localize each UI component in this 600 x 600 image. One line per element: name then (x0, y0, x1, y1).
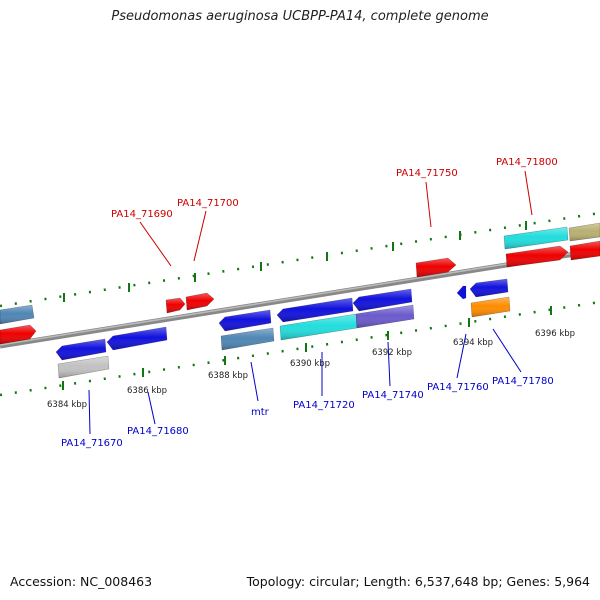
genome-title: Pseudomonas aeruginosa UCBPP-PA14, compl… (111, 9, 489, 24)
ruler-label: 6388 kbp (208, 371, 248, 381)
gene-label-pa14-71750: PA14_71750 (396, 168, 458, 179)
accession-text: Accession: NC_008463 (10, 574, 153, 589)
genome-backbone (0, 247, 600, 349)
ruler-labels: 6384 kbp 6386 kbp 6388 kbp 6390 kbp 6392… (47, 329, 575, 410)
lower-major-ticks (62, 306, 552, 390)
gene-label-mtr: mtr (251, 407, 270, 418)
gene-blue-reverse-6[interactable] (456, 285, 467, 300)
gene-features (0, 222, 600, 379)
gene-label-pa14-71680: PA14_71680 (127, 426, 189, 437)
upper-major-ticks (63, 221, 527, 302)
reverse-leaders (88, 328, 522, 435)
ruler-label: 6390 kbp (290, 359, 330, 369)
gene-label-pa14-71700: PA14_71700 (177, 198, 239, 209)
reverse-gene-labels: PA14_71670 PA14_71680 mtr PA14_71720 PA1… (61, 376, 554, 449)
forward-gene-labels: PA14_71690 PA14_71700 PA14_71750 PA14_71… (111, 157, 558, 220)
ruler-label: 6384 kbp (47, 400, 87, 410)
gene-label-pa14-71760: PA14_71760 (427, 382, 489, 393)
forward-leaders (139, 170, 533, 267)
gene-label-pa14-71690: PA14_71690 (111, 209, 173, 220)
gene-label-pa14-71670: PA14_71670 (61, 438, 123, 449)
ruler-label: 6396 kbp (535, 329, 575, 339)
gene-label-pa14-71800: PA14_71800 (496, 157, 558, 168)
ruler-label: 6392 kbp (372, 348, 412, 358)
gene-label-pa14-71780: PA14_71780 (492, 376, 554, 387)
ruler-label: 6394 kbp (453, 338, 493, 348)
gene-label-pa14-71740: PA14_71740 (362, 390, 424, 401)
topology-text: Topology: circular; Length: 6,537,648 bp… (246, 574, 590, 589)
ruler-label: 6386 kbp (127, 386, 167, 396)
gene-label-pa14-71720: PA14_71720 (293, 400, 355, 411)
